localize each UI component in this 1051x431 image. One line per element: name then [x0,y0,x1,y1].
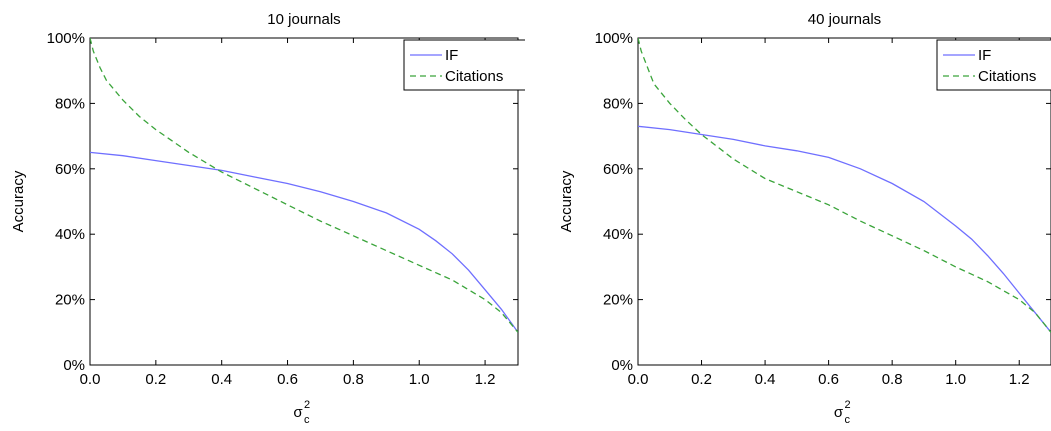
x-tick-label: 0.4 [211,371,232,388]
legend-label-if: IF [445,47,458,64]
y-tick-label: 40% [603,226,633,243]
y-tick-label: 60% [603,161,633,178]
y-tick-label: 60% [55,161,85,178]
y-axis-label: Accuracy [558,170,575,232]
y-tick-label: 80% [603,95,633,112]
x-tick-label: 0.2 [145,371,166,388]
x-axis-label-superscript: 2 [845,399,851,411]
chart-panel-10-journals: 10 journals 0% 20% 40% 60% 80% 100% 0.0 0.2 0.4 0.… [0,0,525,431]
series-line-if [638,125,1051,333]
x-axis-label: σ 2 c [293,399,310,426]
legend: IF Citations [403,39,525,91]
chart-svg-40-journals: 40 journals 0% 20% 40% 60% 80% 100% 0.0 0.2 0.4 0.… [558,11,1051,426]
y-tick-label: 20% [603,292,633,309]
y-tick-label: 100% [47,30,85,47]
x-axis-label-subscript: c [304,414,310,426]
plot-frame [637,37,1051,366]
x-tick-label: 1.2 [475,371,496,388]
chart-title: 40 journals [808,11,881,28]
x-tick-label: 1.2 [1009,371,1030,388]
y-tick-label: 0% [611,357,633,374]
chart-panel-40-journals: 40 journals 0% 20% 40% 60% 80% 100% 0.0 0.2 0.4 0.… [525,0,1051,431]
x-tick-label: 0.0 [628,371,649,388]
y-tick-label: 40% [55,226,85,243]
x-axis-label: σ 2 c [834,399,851,426]
legend-box [403,39,525,91]
y-axis-label: Accuracy [10,170,27,232]
x-tick-label: 0.0 [80,371,101,388]
legend: IF Citations [936,39,1051,91]
x-axis-label-symbol: σ [293,404,303,421]
y-tick-label: 20% [55,292,85,309]
x-tick-label: 1.0 [945,371,966,388]
series-line-if [90,151,518,333]
series-line-citations [638,38,1051,333]
x-tick-label: 0.8 [882,371,903,388]
plot-frame [89,37,519,366]
x-tick-label: 0.2 [691,371,712,388]
x-tick-label: 0.4 [755,371,776,388]
legend-box [936,39,1051,91]
x-axis-label-subscript: c [845,414,851,426]
x-tick-label: 1.0 [409,371,430,388]
chart-title: 10 journals [267,11,340,28]
x-tick-label: 0.6 [277,371,298,388]
legend-label-citations: Citations [445,68,503,85]
y-tick-label: 80% [55,95,85,112]
x-axis-label-symbol: σ [834,404,844,421]
y-tick-label: 0% [63,357,85,374]
legend-label-if: IF [978,47,991,64]
x-axis-label-superscript: 2 [304,399,310,411]
series-line-citations [90,38,518,333]
legend-label-citations: Citations [978,68,1036,85]
chart-svg-10-journals: 10 journals 0% 20% 40% 60% 80% 100% 0.0 0.2 0.4 0.… [10,11,525,426]
x-tick-label: 0.6 [818,371,839,388]
y-tick-label: 100% [595,30,633,47]
x-tick-label: 0.8 [343,371,364,388]
